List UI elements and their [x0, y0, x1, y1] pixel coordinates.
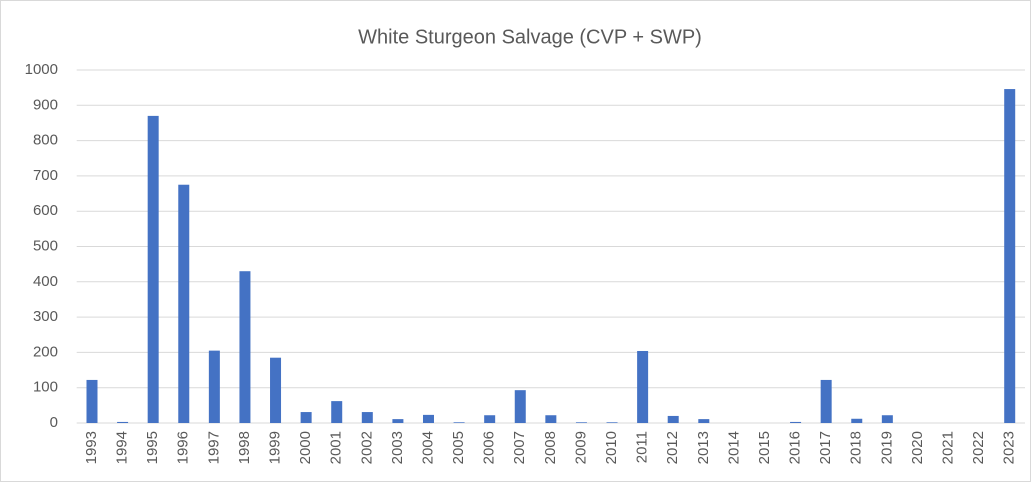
bar — [422, 414, 434, 423]
x-tick-label: 2017 — [817, 431, 834, 464]
x-tick-label: 2002 — [358, 431, 375, 464]
x-tick-label: 2006 — [481, 431, 498, 464]
y-tick-label: 300 — [33, 308, 58, 325]
x-tick-label: 2008 — [542, 431, 559, 464]
bar — [117, 421, 129, 423]
bar — [790, 421, 802, 423]
bar — [484, 415, 496, 423]
bar — [239, 271, 251, 423]
y-tick-label: 200 — [33, 343, 58, 360]
x-tick-label: 1994 — [114, 431, 131, 464]
x-tick-label: 2016 — [787, 431, 804, 464]
y-tick-label: 0 — [50, 414, 58, 431]
x-tick-label: 1993 — [83, 431, 100, 464]
chart-title: White Sturgeon Salvage (CVP + SWP) — [358, 26, 702, 48]
x-tick-label: 1996 — [175, 431, 192, 464]
y-tick-label: 900 — [33, 96, 58, 113]
y-tick-label: 400 — [33, 273, 58, 290]
bar — [361, 412, 373, 423]
bar — [270, 357, 282, 423]
x-tick-label: 2013 — [695, 431, 712, 464]
x-tick-label: 1999 — [267, 431, 284, 464]
x-tick-label: 2011 — [634, 431, 651, 463]
x-tick-label: 2004 — [419, 431, 436, 464]
bar — [667, 415, 679, 423]
x-tick-label: 2000 — [297, 431, 314, 464]
x-tick-label: 1997 — [205, 431, 222, 464]
y-tick-label: 500 — [33, 237, 58, 254]
bar — [331, 401, 343, 423]
x-tick-label: 2005 — [450, 431, 467, 464]
bar — [637, 350, 649, 423]
bar — [851, 418, 863, 423]
bar — [514, 390, 526, 423]
y-tick-label: 100 — [33, 379, 58, 396]
x-tick-label: 2012 — [664, 431, 681, 464]
x-tick-label: 2018 — [848, 431, 865, 464]
x-tick-label: 2010 — [603, 431, 620, 464]
x-tick-label: 2020 — [909, 431, 926, 464]
x-tick-label: 2003 — [389, 431, 406, 464]
x-tick-label: 2015 — [756, 431, 773, 464]
x-tick-label: 2023 — [1001, 431, 1018, 464]
bar — [575, 422, 587, 423]
x-tick-label: 2021 — [939, 431, 956, 464]
x-tick-label: 2014 — [725, 431, 742, 464]
x-tick-label: 2007 — [511, 431, 528, 464]
y-tick-label: 700 — [33, 167, 58, 184]
y-tick-label: 1000 — [25, 61, 58, 78]
y-tick-label: 600 — [33, 202, 58, 219]
bar — [86, 379, 98, 423]
x-tick-label: 1995 — [144, 431, 161, 464]
x-tick-label: 2001 — [328, 431, 345, 464]
bar — [178, 184, 190, 423]
bar — [1004, 89, 1016, 423]
bar — [881, 415, 893, 423]
bar — [820, 379, 832, 423]
x-tick-label: 1998 — [236, 431, 253, 464]
bar — [208, 350, 220, 423]
bar — [300, 412, 312, 423]
bar — [147, 115, 159, 423]
bar — [545, 415, 557, 423]
x-tick-label: 2022 — [970, 431, 987, 464]
y-tick-label: 800 — [33, 132, 58, 149]
bar — [698, 419, 710, 423]
bar — [606, 422, 618, 423]
x-tick-label: 2009 — [572, 431, 589, 464]
bar — [453, 422, 465, 423]
bar — [392, 419, 404, 423]
x-tick-label: 2019 — [878, 431, 895, 464]
